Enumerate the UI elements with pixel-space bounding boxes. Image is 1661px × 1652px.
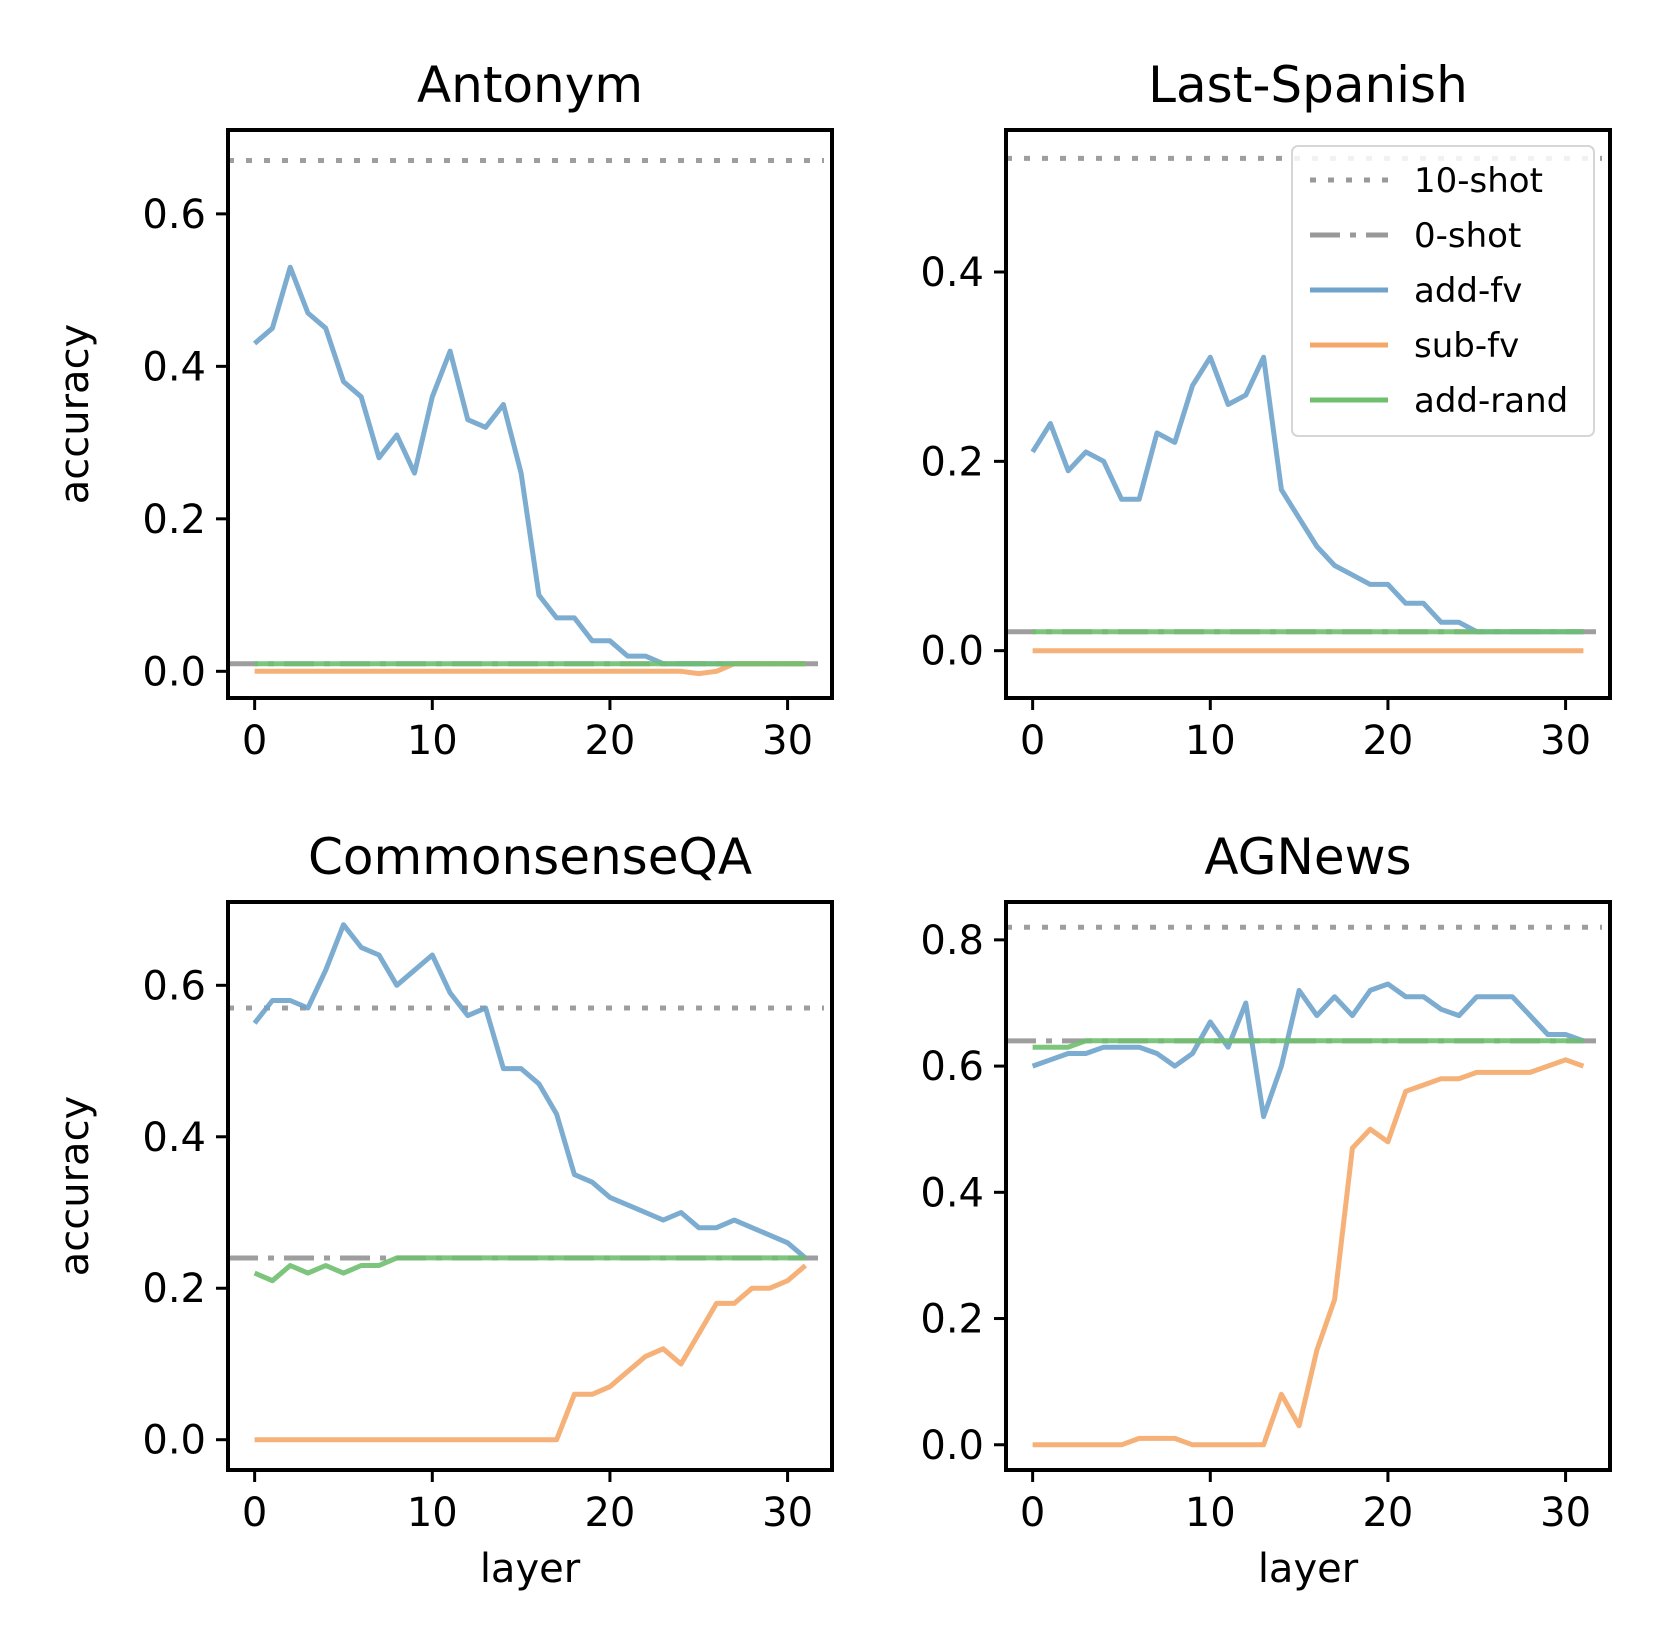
x-axis-label: layer	[480, 1546, 581, 1592]
y-tick-label: 0.6	[142, 963, 206, 1009]
y-tick-label: 0.4	[920, 250, 984, 296]
y-tick-label: 0.4	[142, 1115, 206, 1161]
legend-label-add-fv: add-fv	[1414, 271, 1522, 311]
legend-box	[1291, 145, 1595, 437]
y-tick-label: 0.4	[920, 1170, 984, 1216]
x-tick-label: 0	[242, 718, 267, 764]
y-axis-label: accuracy	[52, 1096, 98, 1276]
axes-frame	[226, 128, 834, 700]
plot-area	[228, 157, 824, 677]
y-tick-label: 0.0	[142, 649, 206, 695]
y-tick-label: 0.6	[920, 1044, 984, 1090]
subplot-last-spanish: Last-Spanish 0 10 20 30 0.0 0.2 0.4 10-shot 0-sho…	[920, 56, 1612, 764]
y-tick-label: 0.0	[142, 1418, 206, 1464]
subplot-title: AGNews	[1204, 828, 1411, 886]
subplot-title: Antonym	[417, 56, 643, 114]
x-tick-label: 10	[407, 718, 458, 764]
y-tick-label: 0.0	[920, 629, 984, 675]
x-tick-label: 0	[1020, 718, 1045, 764]
x-tick-label: 20	[1362, 718, 1413, 764]
subplot-title: CommonsenseQA	[308, 828, 752, 886]
plot-area	[1006, 924, 1602, 1448]
legend: 10-shot 0-shot add-fv sub-fv add-rand	[1291, 145, 1595, 437]
series-line-add-fv	[1031, 981, 1585, 1120]
x-tick-label: 10	[407, 1490, 458, 1536]
series-line-add-rand	[1032, 1038, 1584, 1050]
series-line-sub-fv	[1032, 1057, 1585, 1448]
subplot-agnews: AGNews 0 10 20 30 0.0 0.2 0.4 0.6 0.8 layer	[920, 828, 1612, 1592]
plot-area	[228, 922, 824, 1443]
series-line-sub-fv	[254, 661, 806, 677]
x-tick-label: 30	[1540, 718, 1591, 764]
series-line-add-rand	[253, 1255, 806, 1284]
legend-label-add-rand: add-rand	[1414, 381, 1568, 421]
y-axis-label: accuracy	[52, 324, 98, 504]
x-tick-label: 20	[1362, 1490, 1413, 1536]
subplot-commonsenseqa: CommonsenseQA 0 10 20 30 0.0 0.2 0.4 0.6 layer acc…	[52, 828, 834, 1592]
series-line-add-fv	[252, 264, 806, 667]
legend-label-10-shot: 10-shot	[1414, 161, 1543, 201]
x-tick-label: 0	[1020, 1490, 1045, 1536]
y-tick-label: 0.4	[142, 344, 206, 390]
x-tick-label: 0	[242, 1490, 267, 1536]
y-tick-label: 0.2	[920, 439, 984, 485]
x-tick-label: 10	[1185, 718, 1236, 764]
y-tick-label: 0.6	[142, 192, 206, 238]
subplot-antonym: Antonym 0 10 20 30 0.0 0.2 0.4 0.6 accuracy	[52, 56, 834, 764]
axes-frame	[226, 900, 834, 1472]
y-tick-label: 0.2	[920, 1297, 984, 1343]
axes-frame	[1004, 900, 1612, 1472]
legend-label-sub-fv: sub-fv	[1414, 326, 1519, 366]
x-tick-label: 30	[1540, 1490, 1591, 1536]
x-axis-label: layer	[1258, 1546, 1359, 1592]
series-line-add-fv	[252, 922, 808, 1260]
y-tick-label: 0.0	[920, 1423, 984, 1469]
plot-area	[1006, 155, 1602, 654]
x-tick-label: 30	[762, 1490, 813, 1536]
subplot-title: Last-Spanish	[1148, 56, 1468, 114]
legend-label-0-shot: 0-shot	[1414, 216, 1521, 256]
axes-frame	[1004, 128, 1612, 700]
series-line-sub-fv	[254, 1263, 808, 1443]
y-tick-label: 0.2	[142, 497, 206, 543]
x-tick-label: 10	[1185, 1490, 1236, 1536]
y-tick-label: 0.8	[920, 918, 984, 964]
x-tick-label: 20	[584, 718, 635, 764]
y-tick-label: 0.2	[142, 1266, 206, 1312]
x-tick-label: 30	[762, 718, 813, 764]
x-tick-label: 20	[584, 1490, 635, 1536]
